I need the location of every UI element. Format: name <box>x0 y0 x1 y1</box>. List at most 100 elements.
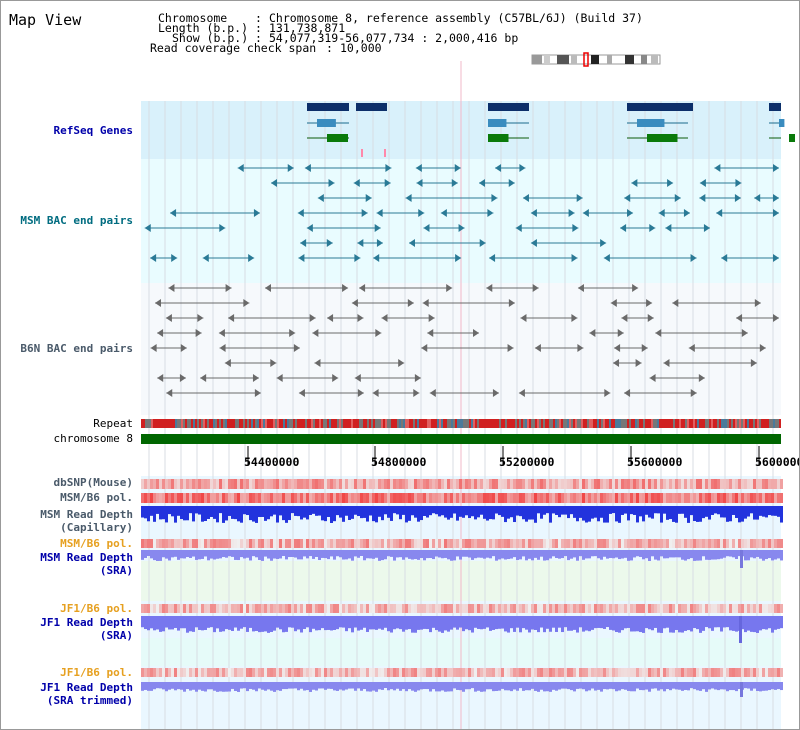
read-depth-bar <box>549 506 552 523</box>
read-depth-bar <box>522 506 525 520</box>
polymorphism-cell <box>780 539 783 548</box>
polymorphism-cell <box>747 604 750 613</box>
read-depth-bar <box>462 682 465 692</box>
header-sep: : <box>255 21 262 35</box>
polymorphism-cell <box>618 493 621 503</box>
polymorphism-cell <box>306 479 309 489</box>
label-refseq-genes[interactable]: RefSeq Genes <box>53 124 133 137</box>
read-depth-bar <box>768 682 771 691</box>
label-msm-depth-sra[interactable]: MSM Read Depth <box>40 551 133 564</box>
label-jf1-depth-sra[interactable]: JF1 Read Depth <box>40 616 133 629</box>
polymorphism-cell <box>162 493 165 503</box>
polymorphism-cell <box>282 479 285 489</box>
axis-tick-label: 56000000 <box>755 455 799 469</box>
read-depth-bar <box>264 616 267 632</box>
read-depth-bar <box>669 616 672 633</box>
polymorphism-cell <box>237 668 240 677</box>
polymorphism-cell <box>405 668 408 677</box>
read-depth-bar <box>747 550 750 561</box>
polymorphism-cell <box>666 539 669 548</box>
polymorphism-cell <box>243 493 246 503</box>
read-depth-bar <box>702 682 705 690</box>
polymorphism-cell <box>216 479 219 489</box>
polymorphism-cell <box>465 479 468 489</box>
polymorphism-cell <box>393 668 396 677</box>
repeat-segment <box>375 419 377 428</box>
label-dbsnp[interactable]: dbSNP(Mouse) <box>53 476 133 489</box>
polymorphism-cell <box>303 479 306 489</box>
polymorphism-cell <box>315 668 318 677</box>
polymorphism-cell <box>480 604 483 613</box>
repeat-segment <box>365 419 367 428</box>
read-depth-bar <box>549 550 552 559</box>
read-depth-bar <box>504 550 507 560</box>
repeat-segment <box>315 419 317 428</box>
label-jf1-depth-trimmed[interactable]: JF1 Read Depth <box>40 681 133 694</box>
read-depth-bar <box>429 616 432 633</box>
polymorphism-cell <box>384 668 387 677</box>
refseq-exon <box>789 134 795 142</box>
read-depth-bar <box>645 616 648 629</box>
polymorphism-cell <box>447 668 450 677</box>
read-depth-bar <box>513 616 516 632</box>
msm-bac-pair-end <box>237 164 244 172</box>
polymorphism-cell <box>423 479 426 489</box>
polymorphism-cell <box>582 539 585 548</box>
label-repeat[interactable]: Repeat <box>93 417 133 430</box>
label-msm-b6-pol[interactable]: MSM/B6 pol. <box>60 491 133 504</box>
read-depth-bar <box>393 550 396 561</box>
read-depth-bar <box>612 506 615 514</box>
repeat-segment <box>655 419 657 428</box>
read-depth-bar <box>675 506 678 523</box>
read-depth-bar <box>720 506 723 518</box>
polymorphism-cell <box>273 668 276 677</box>
polymorphism-cell <box>312 539 315 548</box>
read-depth-bar <box>213 550 216 560</box>
label-jf1-b6-pol-2[interactable]: JF1/B6 pol. <box>60 666 133 679</box>
label-msm-b6-pol-2[interactable]: MSM/B6 pol. <box>60 537 133 550</box>
repeat-segment <box>285 419 287 428</box>
label-jf1-b6-pol[interactable]: JF1/B6 pol. <box>60 602 133 615</box>
read-depth-bar <box>306 616 309 628</box>
label-chromosome[interactable]: chromosome 8 <box>53 432 133 445</box>
label-b6n-bac[interactable]: B6N BAC end pairs <box>20 342 133 355</box>
polymorphism-cell <box>690 479 693 489</box>
read-depth-bar <box>354 506 357 515</box>
label-msm-depth-capillary[interactable]: MSM Read Depth <box>40 508 133 521</box>
repeat-segment <box>441 419 443 428</box>
polymorphism-cell <box>306 604 309 613</box>
polymorphism-cell <box>558 668 561 677</box>
polymorphism-cell <box>753 479 756 489</box>
repeat-segment <box>277 419 279 428</box>
repeat-segment <box>507 419 509 428</box>
read-depth-bar <box>636 616 639 632</box>
polymorphism-cell <box>288 668 291 677</box>
read-depth-bar <box>390 682 393 690</box>
read-depth-bar <box>261 550 264 561</box>
read-depth-bar <box>693 506 696 522</box>
b6n-bac-pair-end <box>332 374 339 382</box>
read-depth-bar <box>756 616 759 633</box>
polymorphism-cell <box>333 604 336 613</box>
polymorphism-cell <box>357 668 360 677</box>
polymorphism-cell <box>693 539 696 548</box>
label-msm-bac[interactable]: MSM BAC end pairs <box>20 214 133 227</box>
polymorphism-cell <box>402 493 405 503</box>
read-depth-bar <box>168 506 171 515</box>
polymorphism-cell <box>372 539 375 548</box>
polymorphism-cell <box>555 539 558 548</box>
polymorphism-cell <box>621 668 624 677</box>
polymorphism-cell <box>657 604 660 613</box>
polymorphism-cell <box>411 539 414 548</box>
repeat-segment <box>765 419 767 428</box>
polymorphism-cell <box>399 668 402 677</box>
polymorphism-cell <box>372 479 375 489</box>
read-depth-bar <box>624 550 627 558</box>
read-depth-bar <box>405 682 408 692</box>
read-depth-bar <box>612 616 615 631</box>
read-depth-bar <box>606 550 609 559</box>
repeat-segment <box>403 419 405 428</box>
polymorphism-cell <box>588 479 591 489</box>
read-depth-bar <box>255 506 258 523</box>
